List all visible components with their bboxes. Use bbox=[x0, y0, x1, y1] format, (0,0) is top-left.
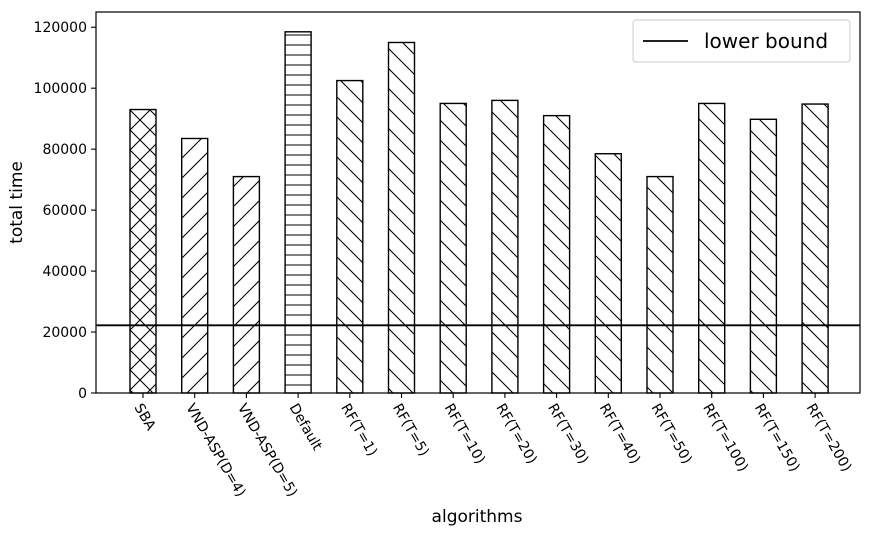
bar-rf-t-5 bbox=[387, 41, 416, 394]
x-tick-label: SBA bbox=[131, 401, 159, 434]
x-tick-label: RF(T=20) bbox=[492, 401, 539, 467]
x-tick-label: RF(T=40) bbox=[596, 401, 643, 467]
x-tick-label: RF(T=100) bbox=[699, 401, 751, 475]
bar-vnd-asp-d-5 bbox=[232, 175, 261, 394]
y-tick-label: 120000 bbox=[34, 20, 87, 36]
legend: lower bound bbox=[632, 19, 851, 63]
y-tick-label: 0 bbox=[78, 386, 87, 402]
x-tick-label: RF(T=150) bbox=[751, 401, 803, 475]
bar-sba bbox=[129, 108, 157, 394]
x-tick-label: RF(T=10) bbox=[441, 401, 488, 467]
bar-rf-t-100 bbox=[698, 102, 726, 394]
bar-rf-t-50 bbox=[646, 175, 674, 394]
legend-box bbox=[632, 19, 851, 63]
y-tick-label: 80000 bbox=[42, 142, 87, 158]
x-tick-label: Default bbox=[286, 401, 326, 454]
y-tick-label: 100000 bbox=[34, 81, 87, 97]
bar-rf-t-30 bbox=[542, 114, 571, 394]
x-tick-label: RF(T=1) bbox=[337, 401, 380, 459]
y-tick-label: 20000 bbox=[42, 325, 87, 341]
bar-rf-t-40 bbox=[594, 153, 622, 394]
bar-vnd-asp-d-4 bbox=[180, 137, 209, 394]
bar-default bbox=[284, 31, 312, 394]
legend-label-lower-bound: lower bound bbox=[704, 29, 828, 53]
bar-rf-t-200 bbox=[801, 103, 829, 394]
x-tick-label: RF(T=200) bbox=[803, 401, 855, 475]
x-tick-label: RF(T=30) bbox=[544, 401, 591, 467]
y-tick-label: 40000 bbox=[42, 264, 87, 280]
bar-rf-t-1 bbox=[336, 79, 364, 394]
plot-frame bbox=[95, 11, 861, 394]
bar-rf-t-20 bbox=[491, 99, 519, 394]
bars-layer bbox=[129, 31, 829, 394]
y-tick-label: 60000 bbox=[42, 203, 87, 219]
x-tick-label: RF(T=50) bbox=[648, 401, 695, 467]
x-axis-title: algorithms bbox=[432, 507, 523, 527]
bar-rf-t-150 bbox=[749, 118, 778, 394]
axes-layer bbox=[95, 11, 861, 394]
x-tick-label: RF(T=5) bbox=[389, 401, 432, 459]
y-axis-title: total time bbox=[7, 161, 27, 244]
bar-rf-t-10 bbox=[439, 102, 467, 394]
